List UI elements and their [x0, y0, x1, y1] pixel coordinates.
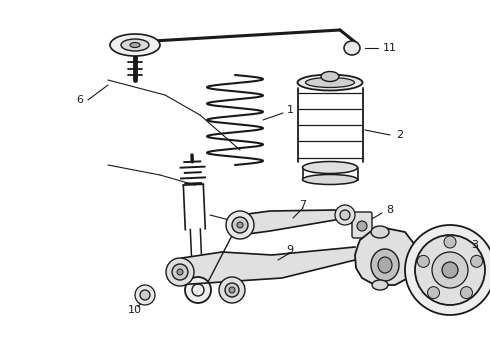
Ellipse shape — [110, 34, 160, 56]
Circle shape — [226, 211, 254, 239]
Circle shape — [415, 235, 485, 305]
Ellipse shape — [321, 72, 339, 81]
Text: 3: 3 — [471, 240, 479, 250]
Circle shape — [417, 255, 429, 267]
Circle shape — [428, 287, 440, 299]
Circle shape — [140, 290, 150, 300]
Ellipse shape — [371, 226, 389, 238]
Ellipse shape — [297, 75, 363, 90]
Circle shape — [177, 269, 183, 275]
Ellipse shape — [302, 162, 358, 174]
Text: 7: 7 — [299, 200, 307, 210]
Polygon shape — [177, 247, 355, 285]
Ellipse shape — [372, 280, 388, 290]
Circle shape — [335, 205, 355, 225]
Circle shape — [470, 255, 483, 267]
Ellipse shape — [305, 77, 354, 87]
Ellipse shape — [344, 41, 360, 55]
Circle shape — [219, 277, 245, 303]
Ellipse shape — [378, 257, 392, 273]
Text: 5: 5 — [242, 220, 248, 230]
FancyBboxPatch shape — [352, 212, 372, 238]
Circle shape — [232, 217, 248, 233]
Circle shape — [172, 264, 188, 280]
Text: 8: 8 — [387, 205, 393, 215]
Circle shape — [444, 236, 456, 248]
Circle shape — [229, 287, 235, 293]
Text: 4: 4 — [416, 253, 423, 263]
Circle shape — [357, 221, 367, 231]
Ellipse shape — [130, 42, 140, 48]
Text: 6: 6 — [76, 95, 83, 105]
Text: 10: 10 — [128, 305, 142, 315]
Ellipse shape — [371, 249, 399, 281]
Circle shape — [432, 252, 468, 288]
Circle shape — [135, 285, 155, 305]
Text: 9: 9 — [287, 245, 294, 255]
Circle shape — [405, 225, 490, 315]
Text: 2: 2 — [396, 130, 404, 140]
Circle shape — [340, 210, 350, 220]
Text: 11: 11 — [383, 43, 397, 53]
Ellipse shape — [121, 39, 149, 51]
Polygon shape — [240, 210, 345, 235]
Circle shape — [237, 222, 243, 228]
Text: 1: 1 — [287, 105, 294, 115]
Circle shape — [225, 283, 239, 297]
Polygon shape — [355, 228, 418, 285]
Ellipse shape — [302, 175, 358, 184]
Circle shape — [442, 262, 458, 278]
Circle shape — [166, 258, 194, 286]
Circle shape — [185, 277, 211, 303]
Circle shape — [461, 287, 472, 299]
